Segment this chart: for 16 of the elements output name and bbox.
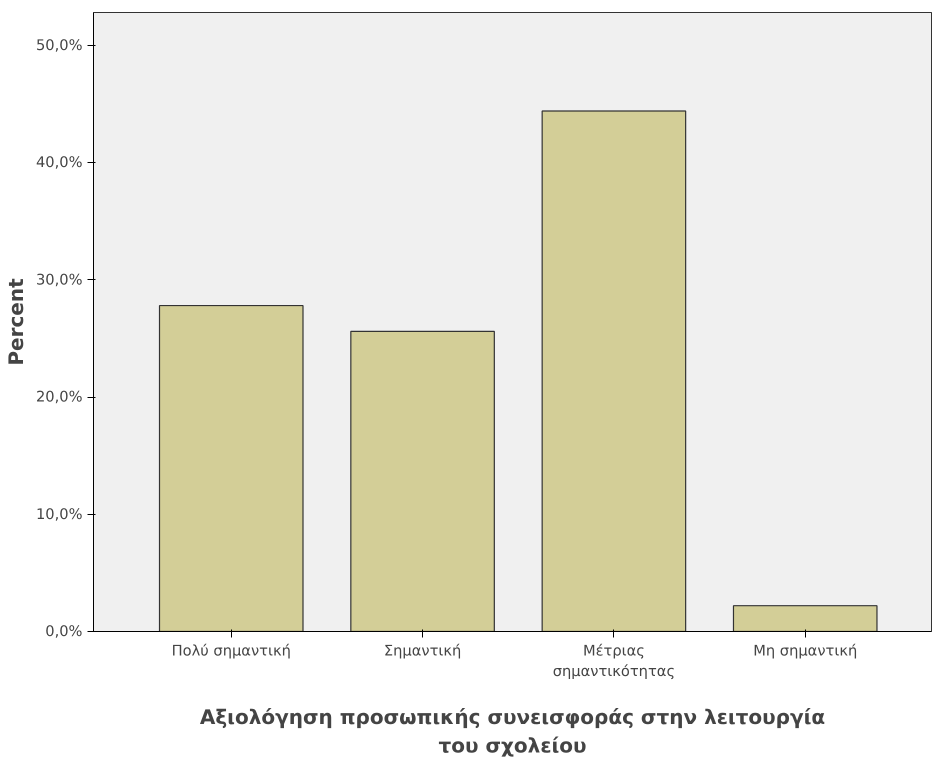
- y-tick-label: 30,0%: [36, 271, 83, 288]
- y-tick-label: 20,0%: [36, 388, 83, 406]
- x-tick-label: Μη σημαντική: [753, 642, 858, 660]
- bar: [158, 304, 304, 632]
- bar: [542, 110, 686, 632]
- y-tick-label: 40,0%: [36, 154, 83, 172]
- x-tick-label: Μέτριας σημαντικότητας: [552, 642, 676, 680]
- y-tick-label: 10,0%: [36, 506, 83, 523]
- bar: [350, 330, 495, 632]
- bar: [732, 605, 878, 632]
- y-tick-label: 50,0%: [36, 36, 83, 54]
- y-tick-label: 0,0%: [45, 623, 83, 640]
- y-axis-title: Percent: [4, 278, 28, 366]
- x-axis-title: Αξιολόγηση προσωπικής συνεισφοράς στην λειτουργία του σχολείου: [200, 704, 826, 758]
- x-tick-label: Σημαντική: [384, 642, 462, 660]
- x-tick-label: Πολύ σημαντική: [172, 642, 291, 660]
